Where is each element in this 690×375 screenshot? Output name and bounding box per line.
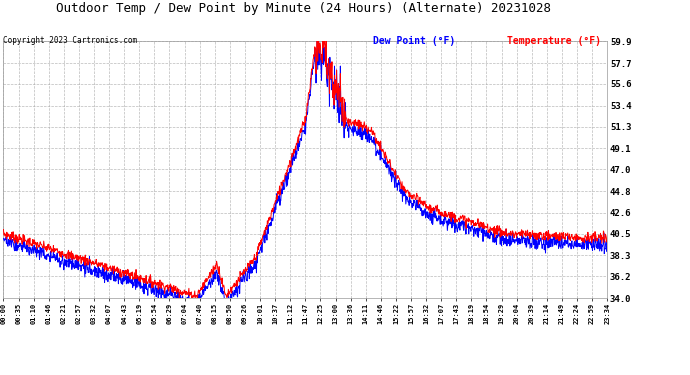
Text: Copyright 2023 Cartronics.com: Copyright 2023 Cartronics.com bbox=[3, 36, 137, 45]
Text: Temperature (°F): Temperature (°F) bbox=[507, 36, 601, 46]
Text: Dew Point (°F): Dew Point (°F) bbox=[373, 36, 455, 46]
Text: Outdoor Temp / Dew Point by Minute (24 Hours) (Alternate) 20231028: Outdoor Temp / Dew Point by Minute (24 H… bbox=[56, 2, 551, 15]
